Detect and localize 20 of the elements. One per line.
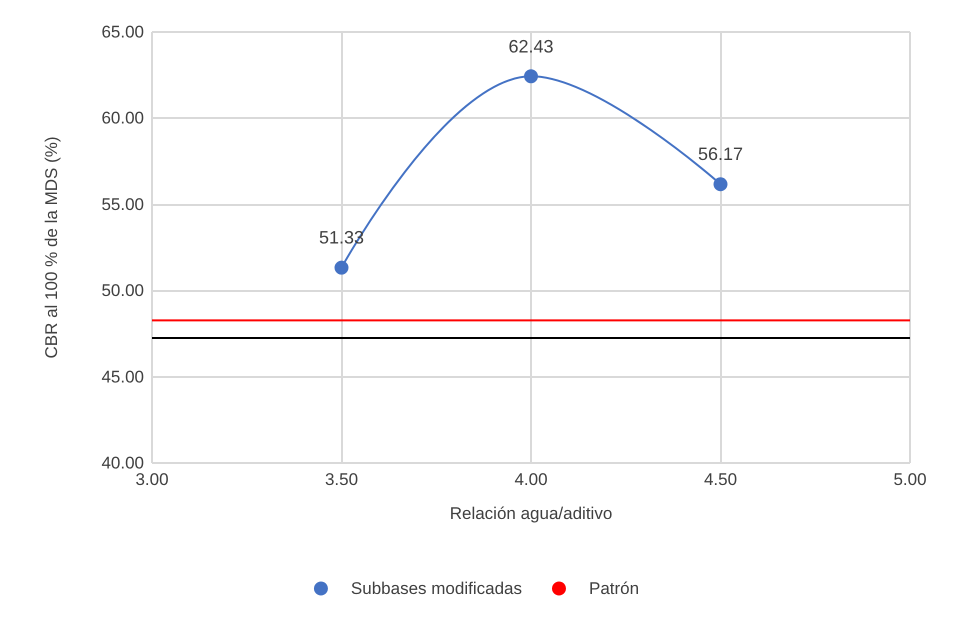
y-tick-label: 45.00 (101, 367, 144, 386)
point (524, 69, 538, 84)
point (714, 177, 728, 192)
x-tick-label: 3.50 (324, 470, 358, 489)
data-label: 56.17 (698, 144, 744, 164)
data-label: 62.43 (508, 36, 554, 56)
x-axis-title: Relación agua/aditivo (450, 504, 612, 523)
legend-label: Subbases modificadas (350, 579, 522, 598)
y-axis-title: CBR al 100 % de la MDS (%) (42, 136, 61, 359)
x-tick-label: 3.00 (135, 470, 169, 489)
x-tick-label: 5.00 (893, 470, 927, 489)
x-tick-label: 4.50 (704, 470, 738, 489)
y-tick-label: 60.00 (101, 108, 144, 128)
legend-label: Patrón (588, 579, 640, 598)
x-tick-label: 4.00 (514, 470, 548, 489)
y-tick-label: 50.00 (101, 281, 144, 300)
y-tick-label: 40.00 (101, 454, 144, 472)
y-tick-label: 55.00 (101, 194, 144, 214)
point (334, 260, 348, 275)
y-tick-label: 65.00 (101, 22, 144, 42)
